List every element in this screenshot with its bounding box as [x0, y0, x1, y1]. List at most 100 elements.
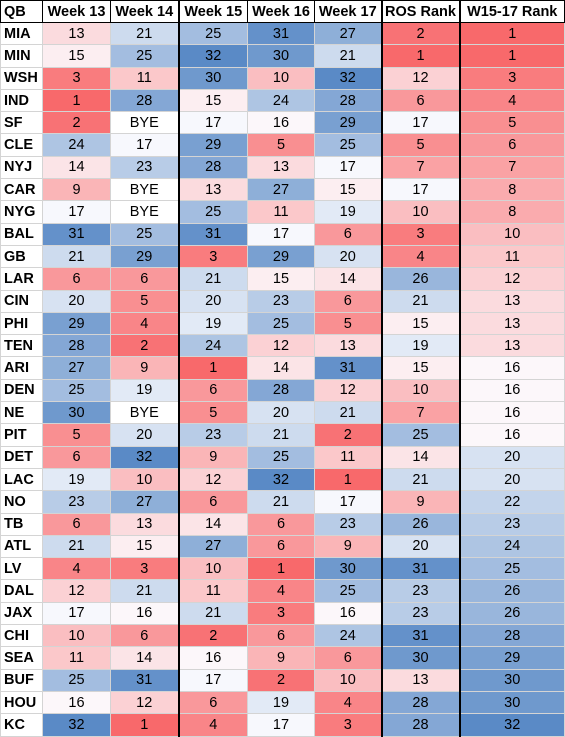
heatmap-cell-week-17: 6	[314, 646, 382, 670]
table-row-phi: PHI 29 4 19 25 5 15 13	[0, 311, 565, 336]
heatmap-cell-ros-rank: 7	[380, 155, 460, 180]
table-row-wsh: WSH 3 11 30 10 32 12 3	[0, 66, 565, 90]
team-label: CIN	[0, 289, 43, 313]
table-row-mia: MIA 13 21 25 31 27 2 1	[0, 21, 565, 46]
heatmap-cell-week-13: 1	[42, 88, 111, 113]
table-row-cin: CIN 20 5 20 23 6 21 13	[0, 289, 565, 313]
table-row-lac: LAC 19 10 12 32 1 21 20	[0, 467, 565, 492]
team-label: LAR	[0, 267, 43, 291]
team-label: MIA	[0, 21, 43, 46]
heatmap-cell-w15-17-rank: 20	[458, 445, 565, 469]
heatmap-cell-week-15: 27	[177, 534, 248, 559]
heatmap-cell-week-15: 11	[177, 579, 248, 603]
heatmap-cell-week-16: 2	[247, 668, 315, 692]
heatmap-cell-week-13: 6	[42, 267, 111, 291]
heatmap-cell-ros-rank: 10	[380, 200, 460, 224]
table-row-ne: NE 30 BYE 5 20 21 7 16	[0, 401, 565, 425]
table-row-ind: IND 1 28 15 24 28 6 4	[0, 88, 565, 113]
heatmap-cell-w15-17-rank: 8	[458, 178, 565, 202]
team-label: BUF	[0, 668, 43, 692]
heatmap-body: MIA 13 21 25 31 27 2 1 MIN 15 25 32 30 21 1 1 WSH 3 11 30 10…	[0, 21, 565, 737]
heatmap-cell-w15-17-rank: 30	[458, 668, 565, 692]
heatmap-cell-week-14: 32	[110, 445, 179, 469]
heatmap-cell-w15-17-rank: 10	[458, 222, 565, 246]
heatmap-cell-week-17: 1	[314, 467, 382, 492]
heatmap-cell-week-14: 16	[110, 601, 179, 626]
heatmap-cell-week-17: 3	[314, 713, 382, 737]
heatmap-cell-week-14: 19	[110, 378, 179, 403]
heatmap-cell-w15-17-rank: 16	[458, 423, 565, 447]
heatmap-cell-week-17: 15	[314, 178, 382, 202]
team-label: NE	[0, 401, 43, 425]
team-label: ATL	[0, 534, 43, 559]
heatmap-cell-week-16: 27	[247, 178, 315, 202]
heatmap-cell-week-17: 28	[314, 88, 382, 113]
heatmap-cell-week-17: 30	[314, 557, 382, 581]
table-row-tb: TB 6 13 14 6 23 26 23	[0, 512, 565, 536]
heatmap-cell-w15-17-rank: 3	[458, 66, 565, 90]
team-label: CLE	[0, 133, 43, 157]
table-row-lar: LAR 6 6 21 15 14 26 12	[0, 267, 565, 291]
heatmap-cell-week-16: 24	[247, 88, 315, 113]
column-header-week-15: Week 15	[177, 0, 248, 23]
heatmap-cell-week-13: 17	[42, 200, 111, 224]
heatmap-cell-week-16: 6	[247, 534, 315, 559]
heatmap-cell-week-16: 28	[247, 378, 315, 403]
heatmap-cell-week-13: 17	[42, 601, 111, 626]
heatmap-cell-week-14: 5	[110, 289, 179, 313]
heatmap-cell-ros-rank: 3	[380, 222, 460, 246]
heatmap-cell-week-17: 25	[314, 579, 382, 603]
heatmap-cell-week-13: 6	[42, 512, 111, 536]
heatmap-cell-w15-17-rank: 8	[458, 200, 565, 224]
column-header-week-16: Week 16	[247, 0, 315, 23]
heatmap-cell-week-13: 21	[42, 534, 111, 559]
heatmap-cell-ros-rank: 13	[380, 668, 460, 692]
heatmap-cell-week-14: 11	[110, 66, 179, 90]
heatmap-cell-week-15: 1	[177, 356, 248, 380]
heatmap-cell-week-16: 9	[247, 646, 315, 670]
heatmap-cell-ros-rank: 10	[380, 378, 460, 403]
heatmap-cell-week-17: 20	[314, 244, 382, 269]
header-row: QB Week 13 Week 14 Week 15 Week 16 Week …	[0, 0, 565, 23]
heatmap-cell-w15-17-rank: 12	[458, 267, 565, 291]
heatmap-cell-w15-17-rank: 30	[458, 690, 565, 715]
heatmap-cell-week-17: 6	[314, 289, 382, 313]
heatmap-cell-ros-rank: 6	[380, 88, 460, 113]
heatmap-cell-week-16: 15	[247, 267, 315, 291]
heatmap-cell-week-15: 19	[177, 311, 248, 336]
heatmap-cell-week-13: 14	[42, 155, 111, 180]
heatmap-cell-ros-rank: 1	[380, 44, 460, 68]
heatmap-cell-week-17: 24	[314, 624, 382, 648]
heatmap-cell-week-16: 25	[247, 311, 315, 336]
heatmap-cell-ros-rank: 20	[380, 534, 460, 559]
heatmap-cell-week-14: 3	[110, 557, 179, 581]
heatmap-cell-week-17: 25	[314, 133, 382, 157]
table-row-no: NO 23 27 6 21 17 9 22	[0, 490, 565, 514]
heatmap-cell-ros-rank: 17	[380, 111, 460, 135]
team-label: JAX	[0, 601, 43, 626]
heatmap-cell-week-14: 13	[110, 512, 179, 536]
heatmap-cell-week-13: 16	[42, 690, 111, 715]
table-row-atl: ATL 21 15 27 6 9 20 24	[0, 534, 565, 559]
table-row-jax: JAX 17 16 21 3 16 23 26	[0, 601, 565, 626]
heatmap-cell-week-13: 5	[42, 423, 111, 447]
heatmap-cell-w15-17-rank: 26	[458, 579, 565, 603]
heatmap-cell-week-13: 12	[42, 579, 111, 603]
heatmap-cell-week-13: 2	[42, 111, 111, 135]
heatmap-cell-w15-17-rank: 16	[458, 401, 565, 425]
table-row-buf: BUF 25 31 17 2 10 13 30	[0, 668, 565, 692]
heatmap-cell-week-13: 23	[42, 490, 111, 514]
heatmap-cell-week-15: 2	[177, 624, 248, 648]
heatmap-cell-week-15: 29	[177, 133, 248, 157]
heatmap-cell-w15-17-rank: 25	[458, 557, 565, 581]
heatmap-cell-week-15: 31	[177, 222, 248, 246]
heatmap-cell-week-17: 21	[314, 44, 382, 68]
heatmap-cell-week-16: 5	[247, 133, 315, 157]
heatmap-cell-week-13: 31	[42, 222, 111, 246]
heatmap-cell-week-17: 21	[314, 401, 382, 425]
heatmap-cell-week-14: 20	[110, 423, 179, 447]
team-label: CAR	[0, 178, 43, 202]
team-label: PIT	[0, 423, 43, 447]
heatmap-cell-week-15: 20	[177, 289, 248, 313]
table-row-hou: HOU 16 12 6 19 4 28 30	[0, 690, 565, 715]
